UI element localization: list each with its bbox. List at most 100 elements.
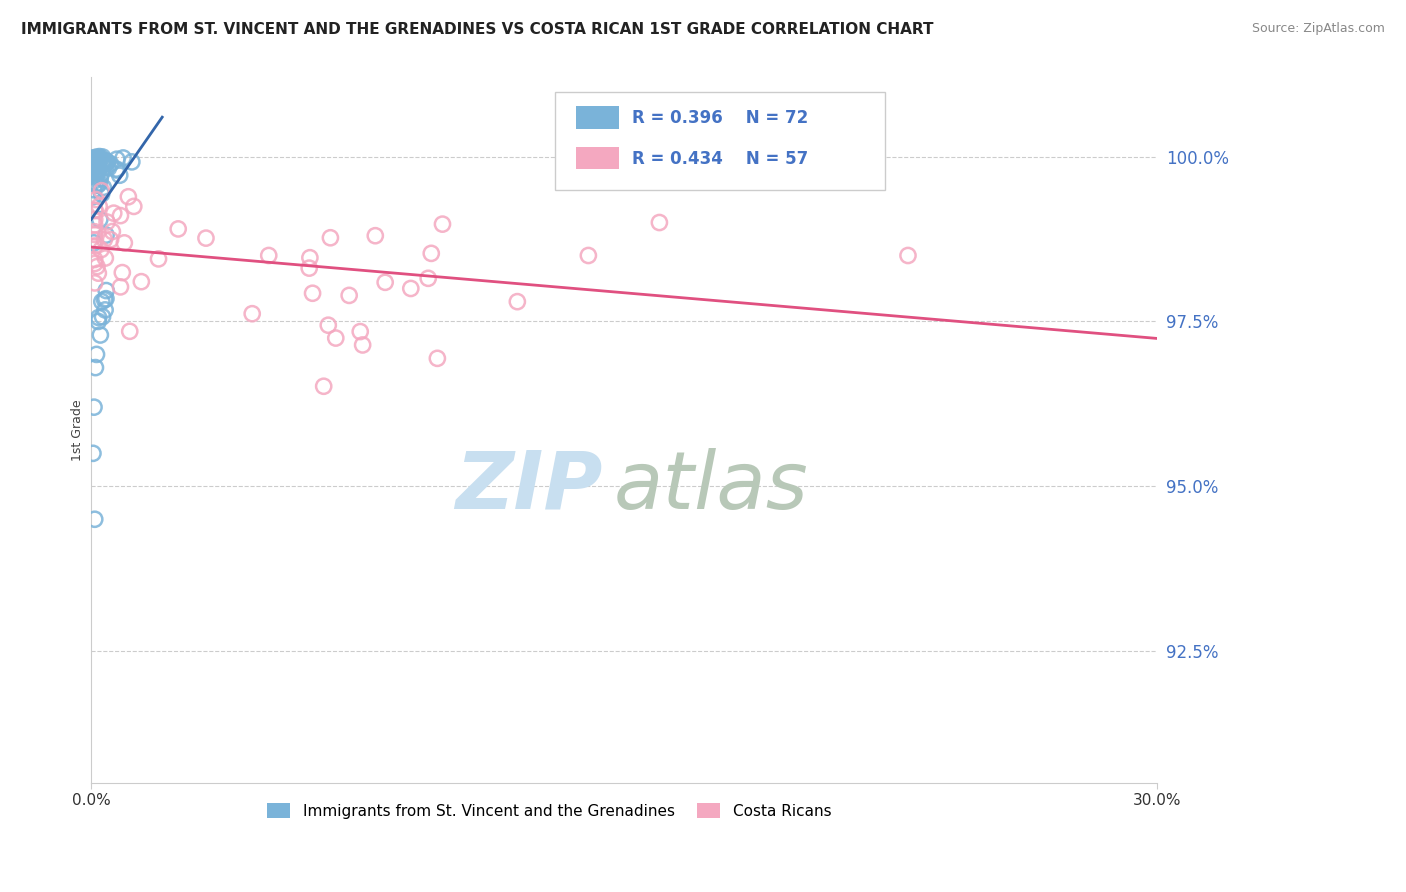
Point: [364, 228, 387, 243]
Y-axis label: 1st Grade: 1st Grade: [72, 400, 84, 461]
Point: [83, 276, 105, 290]
Point: [112, 151, 135, 165]
Point: [82, 446, 104, 460]
Point: [83, 233, 105, 247]
Point: [86, 347, 108, 361]
Point: [90, 294, 112, 309]
Point: [91, 154, 114, 169]
Point: [87, 151, 110, 165]
Point: [86, 165, 108, 179]
Point: [506, 294, 529, 309]
Point: [84, 165, 107, 179]
Point: [83, 161, 105, 175]
Point: [80, 156, 103, 170]
Text: Source: ZipAtlas.com: Source: ZipAtlas.com: [1251, 22, 1385, 36]
Point: [298, 251, 321, 265]
Point: [94, 153, 117, 168]
Point: [84, 170, 107, 185]
Legend: Immigrants from St. Vincent and the Grenadines, Costa Ricans: Immigrants from St. Vincent and the Gren…: [262, 797, 838, 825]
Text: R = 0.434    N = 57: R = 0.434 N = 57: [633, 150, 808, 168]
Point: [117, 190, 139, 204]
Point: [337, 288, 360, 302]
Point: [91, 180, 114, 194]
Point: [84, 193, 107, 207]
Point: [86, 165, 108, 179]
Point: [87, 310, 110, 325]
Text: IMMIGRANTS FROM ST. VINCENT AND THE GRENADINES VS COSTA RICAN 1ST GRADE CORRELAT: IMMIGRANTS FROM ST. VINCENT AND THE GREN…: [21, 22, 934, 37]
Point: [90, 243, 112, 257]
Text: atlas: atlas: [613, 448, 808, 525]
Point: [87, 266, 110, 280]
Point: [312, 379, 335, 393]
Point: [84, 203, 107, 218]
Point: [83, 252, 105, 267]
Point: [131, 275, 153, 289]
Point: [418, 271, 440, 285]
Point: [84, 178, 107, 192]
Point: [349, 325, 371, 339]
Point: [110, 209, 132, 223]
Point: [83, 400, 105, 414]
Text: R = 0.396    N = 72: R = 0.396 N = 72: [633, 110, 808, 128]
Point: [83, 203, 105, 218]
Point: [87, 151, 110, 165]
Point: [91, 150, 114, 164]
Point: [301, 286, 323, 301]
Bar: [576, 106, 619, 129]
Point: [89, 176, 111, 190]
Point: [82, 190, 104, 204]
Point: [96, 284, 118, 298]
Point: [83, 512, 105, 526]
Point: [108, 168, 131, 182]
Point: [89, 212, 111, 227]
Point: [194, 231, 217, 245]
Point: [298, 261, 321, 276]
FancyBboxPatch shape: [554, 92, 884, 190]
Point: [86, 160, 108, 174]
Point: [86, 260, 108, 274]
Point: [93, 232, 115, 246]
Point: [420, 246, 443, 260]
Point: [87, 314, 110, 328]
Point: [352, 338, 374, 352]
Point: [83, 239, 105, 253]
Point: [148, 252, 170, 266]
Point: [83, 212, 105, 227]
Point: [94, 302, 117, 317]
Point: [83, 227, 105, 242]
Point: [83, 235, 105, 250]
Point: [87, 153, 110, 167]
Point: [83, 218, 105, 232]
Point: [399, 281, 422, 295]
Point: [897, 248, 920, 262]
Point: [97, 161, 120, 175]
Point: [83, 153, 105, 168]
Point: [94, 251, 117, 265]
Point: [90, 168, 112, 182]
Point: [84, 150, 107, 164]
Point: [576, 248, 599, 262]
Point: [96, 215, 118, 229]
Point: [103, 206, 125, 220]
Point: [89, 155, 111, 169]
Point: [648, 215, 671, 229]
Point: [83, 225, 105, 239]
Point: [426, 351, 449, 366]
Bar: [576, 146, 619, 169]
Point: [91, 153, 114, 168]
Point: [84, 164, 107, 178]
Point: [87, 153, 110, 167]
Point: [87, 164, 110, 178]
Point: [91, 310, 114, 324]
Point: [86, 178, 108, 193]
Point: [240, 307, 263, 321]
Point: [90, 184, 112, 198]
Point: [111, 266, 134, 280]
Point: [83, 158, 105, 172]
Point: [105, 162, 128, 177]
Point: [105, 163, 128, 178]
Point: [316, 318, 339, 333]
Point: [82, 151, 104, 165]
Point: [118, 324, 141, 338]
Point: [112, 235, 135, 250]
